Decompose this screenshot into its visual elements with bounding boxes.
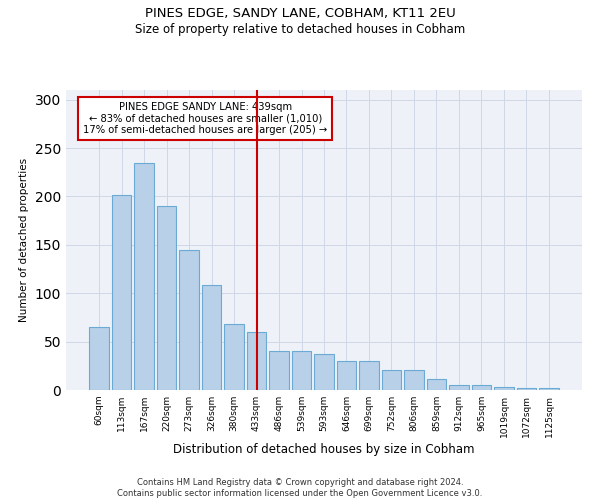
Bar xyxy=(157,206,176,390)
Text: PINES EDGE, SANDY LANE, COBHAM, KT11 2EU: PINES EDGE, SANDY LANE, COBHAM, KT11 2EU xyxy=(145,8,455,20)
Bar xyxy=(427,380,446,390)
Text: Contains HM Land Registry data © Crown copyright and database right 2024.
Contai: Contains HM Land Registry data © Crown c… xyxy=(118,478,482,498)
Bar xyxy=(134,162,154,390)
Text: Distribution of detached houses by size in Cobham: Distribution of detached houses by size … xyxy=(173,442,475,456)
Bar xyxy=(89,327,109,390)
Bar xyxy=(247,332,266,390)
Bar xyxy=(517,388,536,390)
Bar xyxy=(269,352,289,390)
Bar xyxy=(314,354,334,390)
Bar xyxy=(112,194,131,390)
Bar xyxy=(472,385,491,390)
Bar xyxy=(382,370,401,390)
Bar xyxy=(202,286,221,390)
Bar xyxy=(494,387,514,390)
Text: PINES EDGE SANDY LANE: 439sqm
← 83% of detached houses are smaller (1,010)
17% o: PINES EDGE SANDY LANE: 439sqm ← 83% of d… xyxy=(83,102,328,135)
Bar xyxy=(449,385,469,390)
Bar xyxy=(292,352,311,390)
Y-axis label: Number of detached properties: Number of detached properties xyxy=(19,158,29,322)
Bar xyxy=(359,361,379,390)
Bar xyxy=(337,361,356,390)
Bar xyxy=(404,370,424,390)
Bar xyxy=(539,388,559,390)
Bar xyxy=(224,324,244,390)
Text: Size of property relative to detached houses in Cobham: Size of property relative to detached ho… xyxy=(135,22,465,36)
Bar xyxy=(179,250,199,390)
